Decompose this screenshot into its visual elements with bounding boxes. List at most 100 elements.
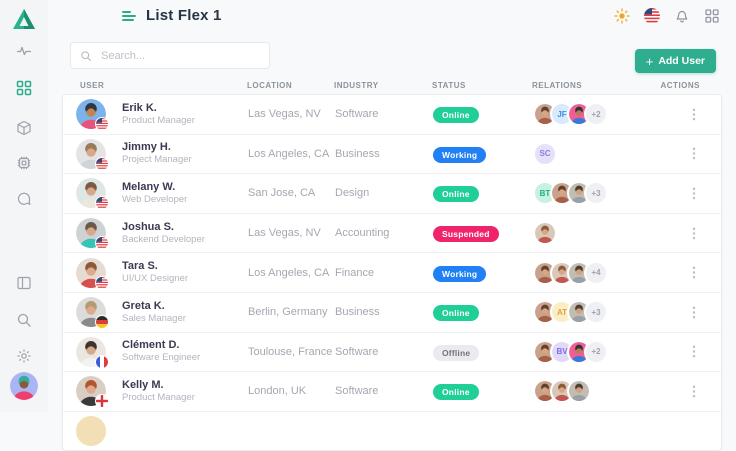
country-flag-icon bbox=[95, 275, 109, 290]
row-actions-menu-icon[interactable] bbox=[689, 345, 699, 359]
menu-toggle-icon[interactable] bbox=[122, 11, 136, 23]
column-header-relations: RELATIONS bbox=[532, 80, 583, 90]
user-location: Las Vegas, NV bbox=[248, 108, 321, 121]
relations-group: JF +2 bbox=[533, 102, 653, 127]
app-logo-icon[interactable] bbox=[12, 7, 36, 31]
country-flag-icon bbox=[95, 156, 109, 171]
relations-group: AT +3 bbox=[533, 300, 653, 325]
user-location: Toulouse, France bbox=[248, 345, 333, 358]
relation-more-badge[interactable]: +2 bbox=[584, 102, 608, 127]
search-icon bbox=[81, 50, 92, 61]
table-row: Tara S. UI/UX Designer Los Angeles, CA Fina… bbox=[63, 252, 721, 292]
user-name: Tara S. bbox=[122, 260, 158, 273]
user-name: Joshua S. bbox=[122, 220, 174, 233]
user-avatar bbox=[76, 416, 106, 447]
table-row: Clément D. Software Engineer Toulouse, Fra… bbox=[63, 331, 721, 372]
relation-more-badge[interactable]: +2 bbox=[584, 339, 608, 364]
language-flag-us[interactable] bbox=[644, 8, 660, 24]
sidebar-item-dashboard-grid-icon[interactable] bbox=[16, 80, 32, 96]
user-avatar bbox=[76, 178, 109, 211]
page-title: List Flex 1 bbox=[146, 7, 222, 24]
user-name: Melany W. bbox=[122, 180, 176, 193]
user-location: Las Vegas, NV bbox=[248, 227, 321, 240]
user-avatar bbox=[76, 297, 109, 330]
user-avatar bbox=[76, 218, 109, 251]
add-user-button[interactable]: + Add User bbox=[634, 49, 716, 73]
row-actions-menu-icon[interactable] bbox=[689, 186, 699, 200]
user-industry: Business bbox=[335, 306, 380, 319]
relations-group: BV +2 bbox=[533, 339, 653, 364]
user-location: London, UK bbox=[248, 385, 307, 398]
row-actions-menu-icon[interactable] bbox=[689, 384, 699, 398]
relations-group: +4 bbox=[533, 260, 653, 285]
topbar-actions bbox=[614, 8, 720, 24]
add-user-label: Add User bbox=[658, 55, 705, 67]
notifications-bell-icon[interactable] bbox=[674, 8, 690, 24]
sidebar-item-settings-gear-icon[interactable] bbox=[16, 348, 32, 364]
column-header-location: LOCATION bbox=[247, 80, 293, 90]
status-badge: Online bbox=[433, 186, 479, 203]
row-actions-menu-icon[interactable] bbox=[689, 107, 699, 121]
relation-more-badge[interactable]: +3 bbox=[584, 181, 608, 206]
user-location: San Jose, CA bbox=[248, 187, 316, 200]
sidebar-item-chat-icon[interactable] bbox=[16, 191, 32, 207]
column-header-user: USER bbox=[80, 80, 105, 90]
user-industry: Software bbox=[335, 385, 379, 398]
sidebar-item-package-icon[interactable] bbox=[16, 120, 32, 136]
user-name: Kelly M. bbox=[122, 378, 164, 391]
user-avatar bbox=[76, 336, 109, 369]
relation-more-badge[interactable]: +4 bbox=[584, 260, 608, 285]
main-area: List Flex 1 + Add User USER LOCATION INDUS… bbox=[48, 0, 736, 451]
country-flag-icon bbox=[95, 315, 109, 330]
plus-icon: + bbox=[645, 53, 654, 69]
status-badge: Suspended bbox=[433, 226, 499, 243]
status-badge: Online bbox=[433, 384, 479, 401]
table-row: Greta K. Sales Manager Berlin, Germany Busi… bbox=[63, 291, 721, 332]
country-flag-icon bbox=[95, 236, 109, 251]
sidebar-item-activity-icon[interactable] bbox=[16, 43, 32, 59]
sidebar-item-search-icon[interactable] bbox=[16, 312, 32, 328]
user-role: Backend Developer bbox=[122, 233, 205, 245]
status-badge: Online bbox=[433, 305, 479, 322]
relation-avatar[interactable] bbox=[567, 379, 591, 404]
relation-more-badge[interactable]: +3 bbox=[584, 300, 608, 325]
user-role: Product Manager bbox=[122, 391, 195, 403]
user-role: Product Manager bbox=[122, 114, 195, 126]
sidebar-item-chip-icon[interactable] bbox=[16, 155, 32, 171]
search-input[interactable] bbox=[99, 48, 260, 63]
user-industry: Accounting bbox=[335, 227, 390, 240]
user-name: Greta K. bbox=[122, 299, 165, 312]
table-row-partial bbox=[63, 410, 721, 451]
sidebar-item-layout-icon[interactable] bbox=[16, 275, 32, 291]
row-actions-menu-icon[interactable] bbox=[689, 147, 699, 161]
relations-group bbox=[533, 221, 653, 246]
row-actions-menu-icon[interactable] bbox=[689, 266, 699, 280]
table-header: USER LOCATION INDUSTRY STATUS RELATIONS ACTIO… bbox=[62, 78, 722, 92]
column-header-actions: ACTIONS bbox=[660, 80, 700, 90]
relation-initials-avatar[interactable]: SC bbox=[533, 141, 557, 166]
column-header-industry: INDUSTRY bbox=[334, 80, 379, 90]
user-location: Los Angeles, CA bbox=[248, 147, 330, 160]
country-flag-icon bbox=[95, 196, 109, 211]
row-actions-menu-icon[interactable] bbox=[689, 305, 699, 319]
status-badge: Offline bbox=[433, 344, 480, 361]
table-row: Kelly M. Product Manager London, UK Softwar… bbox=[63, 371, 721, 411]
user-role: Web Developer bbox=[122, 193, 188, 205]
table-row: Jimmy H. Project Manager Los Angeles, CA Bu… bbox=[63, 133, 721, 174]
user-role: Software Engineer bbox=[122, 352, 201, 364]
user-avatar bbox=[76, 257, 109, 290]
profile-avatar[interactable] bbox=[10, 372, 38, 400]
relation-avatar[interactable] bbox=[533, 221, 557, 246]
table-row: Joshua S. Backend Developer Las Vegas, NV A… bbox=[63, 212, 721, 253]
user-industry: Business bbox=[335, 147, 380, 160]
apps-grid-icon[interactable] bbox=[704, 8, 720, 24]
search-box[interactable] bbox=[70, 42, 270, 69]
user-avatar bbox=[76, 99, 109, 132]
status-badge: Online bbox=[433, 107, 479, 124]
theme-sun-icon[interactable] bbox=[614, 8, 630, 24]
relations-group: BT +3 bbox=[533, 181, 653, 206]
row-actions-menu-icon[interactable] bbox=[689, 226, 699, 240]
user-avatar bbox=[76, 138, 109, 171]
table-row: Erik K. Product Manager Las Vegas, NV Softw… bbox=[63, 95, 721, 134]
user-industry: Finance bbox=[335, 266, 375, 279]
